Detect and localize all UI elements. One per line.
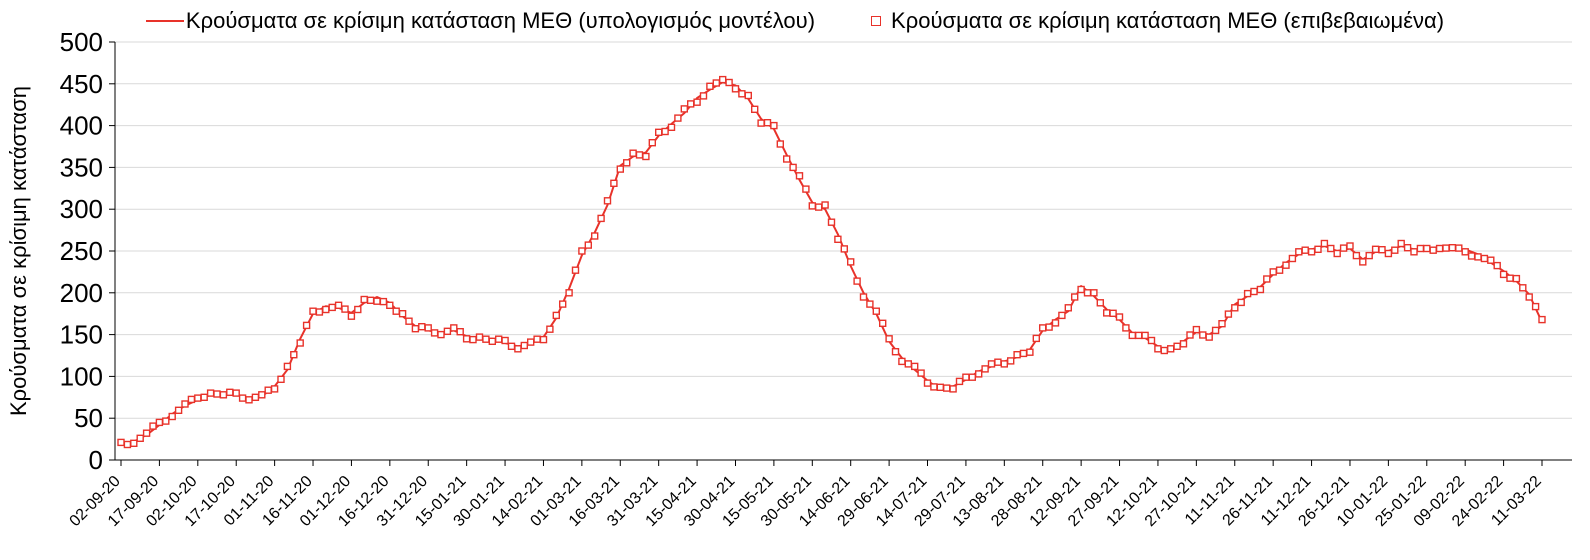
legend-item-model: Κρούσματα σε κρίσιμη κατάσταση ΜΕΘ (υπολ… <box>145 8 816 34</box>
y-tick-label: 400 <box>60 111 103 141</box>
legend-confirmed-label: Κρούσματα σε κρίσιμη κατάσταση ΜΕΘ (επιβ… <box>891 8 1445 33</box>
legend: Κρούσματα σε κρίσιμη κατάσταση ΜΕΘ (υπολ… <box>0 8 1590 34</box>
legend-model-label: Κρούσματα σε κρίσιμη κατάσταση ΜΕΘ (υπολ… <box>185 8 816 33</box>
y-tick-label: 350 <box>60 152 103 182</box>
legend-item-confirmed: Κρούσματα σε κρίσιμη κατάσταση ΜΕΘ (επιβ… <box>871 8 1444 34</box>
y-axis-title: Κρούσματα σε κρίσιμη κατάσταση <box>6 86 31 416</box>
model-line-series <box>120 81 1543 445</box>
y-tick-label: 450 <box>60 69 103 99</box>
confirmed-square-swatch <box>871 16 882 26</box>
x-axis-labels: 02-09-2017-09-2002-10-2017-10-2001-11-20… <box>67 460 1545 530</box>
y-axis-labels: 0 50 100 150 200 250 300 350 400 450 500 <box>60 27 115 475</box>
y-tick-label: 0 <box>89 445 103 475</box>
confirmed-points-series <box>117 75 1546 449</box>
y-tick-label: 300 <box>60 194 103 224</box>
model-line-swatch <box>145 20 184 22</box>
y-tick-label: 50 <box>74 403 103 433</box>
y-tick-label: 250 <box>60 236 103 266</box>
gridlines <box>115 41 1572 419</box>
y-tick-label: 500 <box>60 27 103 57</box>
y-tick-label: 150 <box>60 320 103 350</box>
y-tick-label: 200 <box>60 278 103 308</box>
y-tick-label: 100 <box>60 361 103 391</box>
